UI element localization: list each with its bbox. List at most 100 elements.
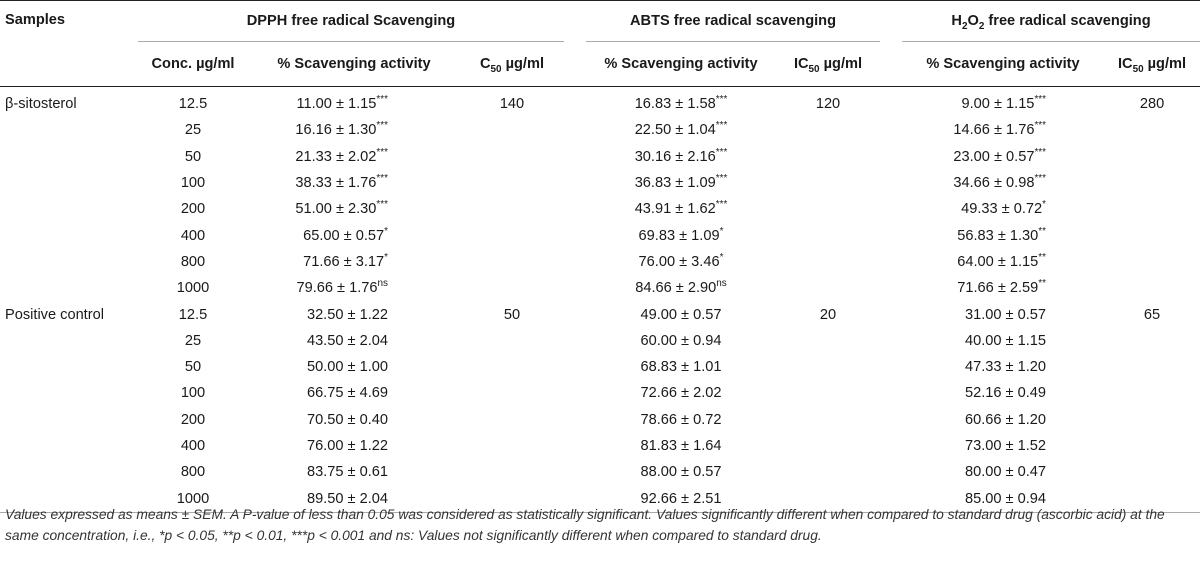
- table-row: 25 16.16 ± 1.30*** 22.50 ± 1.04*** 14.66 ± …: [0, 117, 1200, 143]
- abts-value-cell: 30.16 ± 2.16***: [634, 146, 728, 165]
- conc-cell: 100: [180, 175, 206, 192]
- sample-cell: [0, 380, 138, 406]
- significance-mark: ***: [376, 146, 388, 158]
- abts-ic50-cell: 20: [819, 306, 837, 323]
- spacer-cell: [880, 380, 902, 406]
- abts-value-cell: 36.83 ± 1.09***: [634, 173, 728, 192]
- dpph-value-cell: 65.00 ± 0.57*: [303, 225, 388, 244]
- dpph-scavenging-header: % Scavenging activity: [248, 41, 460, 87]
- h2o2-value-cell: 49.33 ± 0.72*: [961, 199, 1047, 218]
- dpph-value-cell: 83.75 ± 0.61: [306, 464, 388, 481]
- abts-value-cell: 69.83 ± 1.09*: [638, 225, 724, 244]
- significance-mark: **: [1038, 278, 1047, 290]
- spacer-cell: [564, 433, 586, 459]
- spacer-cell: [880, 196, 902, 222]
- significance-mark: ***: [715, 199, 728, 211]
- dpph-c50-cell: 50: [503, 306, 521, 323]
- dpph-value-cell: 66.75 ± 4.69: [306, 385, 388, 402]
- abts-ic50-cell: [776, 328, 880, 354]
- conc-cell: 25: [184, 332, 202, 349]
- h2o2-ic50-cell: [1104, 459, 1200, 485]
- samples-header: Samples: [5, 12, 66, 28]
- h2o2-value-cell: 40.00 ± 1.15: [964, 332, 1047, 349]
- dpph-c50-cell: [460, 407, 564, 433]
- conc-cell: 400: [180, 438, 206, 454]
- spacer-cell: [880, 117, 902, 143]
- dpph-c50-cell: 140: [499, 96, 525, 113]
- abts-value-cell: 16.83 ± 1.58***: [634, 94, 728, 113]
- spacer-cell: [564, 459, 586, 485]
- abts-value-cell: 78.66 ± 0.72: [640, 411, 722, 428]
- dpph-value-cell: 50.00 ± 1.00: [306, 359, 388, 376]
- spacer-cell: [564, 249, 586, 275]
- h2o2-ic50-cell: [1104, 275, 1200, 301]
- conc-cell: 25: [184, 122, 202, 139]
- abts-ic50-cell: [776, 196, 880, 222]
- abts-value-cell: 60.00 ± 0.94: [640, 332, 722, 349]
- abts-ic50-cell: [776, 249, 880, 275]
- spacer-cell: [880, 301, 902, 327]
- dpph-value-cell: 51.00 ± 2.30***: [295, 199, 388, 218]
- h2o2-ic50-cell: [1104, 328, 1200, 354]
- significance-mark: ***: [1034, 146, 1047, 158]
- abts-ic50-cell: [776, 222, 880, 248]
- spacer-cell: [564, 275, 586, 301]
- abts-ic50-cell: [776, 144, 880, 170]
- dpph-c50-header: C50 µg/ml: [460, 41, 564, 87]
- conc-cell: 12.5: [178, 96, 208, 113]
- results-table: Samples DPPH free radical Scavenging ABT…: [0, 0, 1200, 513]
- dpph-value-cell: 76.00 ± 1.22: [306, 438, 388, 454]
- significance-mark: ***: [376, 173, 388, 185]
- dpph-value-cell: 11.00 ± 1.15***: [296, 94, 388, 113]
- table-row: 800 83.75 ± 0.61 88.00 ± 0.57 80.00 ± 0.47: [0, 459, 1200, 485]
- significance-mark: ***: [715, 94, 728, 106]
- abts-ic50-cell: [776, 407, 880, 433]
- abts-value-cell: 88.00 ± 0.57: [640, 464, 722, 481]
- sample-cell: [0, 433, 138, 459]
- spacer-cell: [564, 87, 586, 118]
- abts-value-cell: 49.00 ± 0.57: [640, 306, 722, 323]
- dpph-value-cell: 21.33 ± 2.02***: [295, 146, 388, 165]
- significance-mark: *: [719, 225, 724, 237]
- significance-mark: **: [1038, 225, 1047, 237]
- table-row: 25 43.50 ± 2.04 60.00 ± 0.94 40.00 ± 1.15: [0, 328, 1200, 354]
- spacer-cell: [880, 275, 902, 301]
- abts-value-cell: 43.91 ± 1.62***: [634, 199, 728, 218]
- sample-cell: β-sitosterol: [5, 96, 77, 113]
- table-row: 200 70.50 ± 0.40 78.66 ± 0.72 60.66 ± 1.20: [0, 407, 1200, 433]
- conc-cell: 100: [180, 385, 206, 402]
- h2o2-value-cell: 31.00 ± 0.57: [964, 306, 1047, 323]
- h2o2-ic50-header: IC50 µg/ml: [1104, 41, 1200, 87]
- dpph-c50-cell: [460, 222, 564, 248]
- significance-mark: *: [384, 252, 388, 264]
- spacer-cell: [880, 407, 902, 433]
- h2o2-ic50-cell: [1104, 407, 1200, 433]
- table-row: 100 38.33 ± 1.76*** 36.83 ± 1.09*** 34.66 ±…: [0, 170, 1200, 196]
- sample-cell: [0, 275, 138, 301]
- abts-ic50-cell: 120: [815, 96, 841, 113]
- abts-ic50-header: IC50 µg/ml: [776, 41, 881, 87]
- dpph-c50-cell: [460, 328, 564, 354]
- h2o2-value-cell: 73.00 ± 1.52: [964, 438, 1047, 454]
- spacer-cell: [880, 433, 902, 459]
- table-row: 200 51.00 ± 2.30*** 43.91 ± 1.62*** 49.33 ±…: [0, 196, 1200, 222]
- significance-mark: ***: [376, 94, 388, 106]
- dpph-c50-cell: [460, 275, 564, 301]
- dpph-value-cell: 71.66 ± 3.17*: [303, 252, 388, 270]
- dpph-c50-cell: [460, 144, 564, 170]
- spacer-cell: [564, 144, 586, 170]
- significance-mark: ns: [716, 278, 727, 290]
- abts-scavenging-header: % Scavenging activity: [586, 41, 776, 87]
- dpph-group-header: DPPH free radical Scavenging: [246, 13, 456, 29]
- conc-cell: 800: [180, 253, 206, 270]
- dpph-c50-cell: [460, 249, 564, 275]
- conc-cell: 50: [184, 148, 202, 165]
- header-row-groups: Samples DPPH free radical Scavenging ABT…: [0, 0, 1200, 42]
- abts-ic50-cell: [776, 117, 880, 143]
- sample-cell: [0, 459, 138, 485]
- h2o2-value-cell: 47.33 ± 1.20: [964, 359, 1047, 376]
- dpph-c50-cell: [460, 196, 564, 222]
- dpph-value-cell: 16.16 ± 1.30***: [295, 120, 388, 139]
- h2o2-ic50-cell: 65: [1143, 306, 1161, 323]
- h2o2-value-cell: 52.16 ± 0.49: [964, 385, 1047, 402]
